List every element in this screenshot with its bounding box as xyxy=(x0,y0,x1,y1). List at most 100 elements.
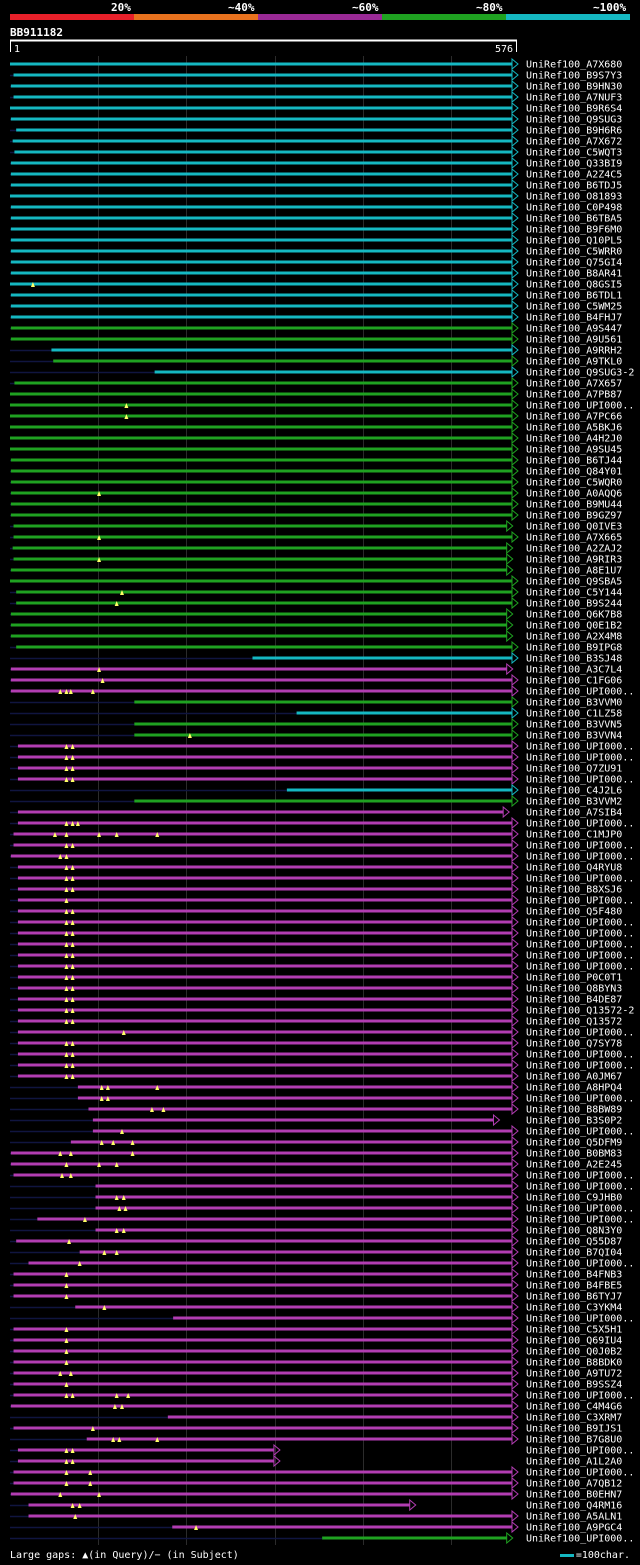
hit-label[interactable]: UniRef100_UPI000.. xyxy=(526,1391,634,1402)
hit-label[interactable]: UniRef100_B9HN30 xyxy=(526,82,622,93)
hit-row[interactable]: UniRef100_B3SJ48 xyxy=(10,651,622,665)
hit-label[interactable]: UniRef100_B9R6S4 xyxy=(526,104,622,115)
hit-label[interactable]: UniRef100_UPI000.. xyxy=(526,962,634,973)
hit-row[interactable]: UniRef100_Q6K7B8 xyxy=(10,607,622,621)
hit-row[interactable]: UniRef100_B3S0P2 xyxy=(10,1113,622,1127)
hit-label[interactable]: UniRef100_B6TDJ5 xyxy=(526,181,622,192)
hit-label[interactable]: UniRef100_Q4RM16 xyxy=(526,1501,622,1512)
hit-label[interactable]: UniRef100_B4FNB3 xyxy=(526,1270,622,1281)
hit-label[interactable]: UniRef100_A7SIB4 xyxy=(526,808,622,819)
hit-row[interactable]: UniRef100_C0P498 xyxy=(10,200,622,214)
hit-label[interactable]: UniRef100_Q0J0B2 xyxy=(526,1347,622,1358)
hit-label[interactable]: UniRef100_Q75GI4 xyxy=(526,258,622,269)
hit-row[interactable]: UniRef100_B3VVM2 xyxy=(10,794,622,808)
hit-row[interactable]: UniRef100_C5WM25 xyxy=(10,299,622,313)
hit-row[interactable]: UniRef100_Q10PL5 xyxy=(10,233,622,247)
hit-label[interactable]: UniRef100_UPI000.. xyxy=(526,401,634,412)
hit-row[interactable]: UniRef100_A9SU45 xyxy=(10,442,622,456)
hit-label[interactable]: UniRef100_Q8GSI5 xyxy=(526,280,622,291)
hit-row[interactable]: UniRef100_Q9SUG3-2 xyxy=(10,365,634,379)
hit-row[interactable]: UniRef100_C9JHB0 xyxy=(10,1190,622,1204)
hit-label[interactable]: UniRef100_B0BM83 xyxy=(526,1149,622,1160)
hit-label[interactable]: UniRef100_A2E245 xyxy=(526,1160,622,1171)
hit-row[interactable]: UniRef100_A1L2A0 xyxy=(10,1454,622,1468)
hit-label[interactable]: UniRef100_UPI000.. xyxy=(526,852,634,863)
hit-row[interactable]: UniRef100_UPI000.. xyxy=(10,959,634,973)
hit-label[interactable]: UniRef100_UPI000.. xyxy=(526,742,634,753)
hit-row[interactable]: UniRef100_Q8BYN3 xyxy=(10,981,622,995)
hit-row[interactable]: UniRef100_Q0IVE3 xyxy=(10,519,622,533)
hit-row[interactable]: UniRef100_Q69IU4 xyxy=(10,1333,622,1347)
hit-row[interactable]: UniRef100_Q9SBA5 xyxy=(10,574,622,588)
hit-label[interactable]: UniRef100_Q33BI9 xyxy=(526,159,622,170)
hit-row[interactable]: UniRef100_UPI000.. xyxy=(10,948,634,962)
hit-label[interactable]: UniRef100_B6TJ44 xyxy=(526,456,622,467)
hit-row[interactable]: UniRef100_UPI000.. xyxy=(10,772,634,786)
hit-row[interactable]: UniRef100_A7X672 xyxy=(10,134,622,148)
hit-label[interactable]: UniRef100_Q9SUG3-2 xyxy=(526,368,634,379)
hit-label[interactable]: UniRef100_B3VVN4 xyxy=(526,731,622,742)
hit-label[interactable]: UniRef100_P0C0T1 xyxy=(526,973,622,984)
hit-row[interactable]: UniRef100_B9IPG8 xyxy=(10,640,622,654)
hit-row[interactable]: UniRef100_A4H2J0 xyxy=(10,431,622,445)
hit-label[interactable]: UniRef100_B9F6M0 xyxy=(526,225,622,236)
hit-label[interactable]: UniRef100_UPI000.. xyxy=(526,1259,634,1270)
hit-row[interactable]: UniRef100_B9HN30 xyxy=(10,79,622,93)
hit-row[interactable]: UniRef100_Q4RM16 xyxy=(10,1498,622,1512)
hit-row[interactable]: UniRef100_A7X657 xyxy=(10,376,622,390)
hit-row[interactable]: UniRef100_A9TKL0 xyxy=(10,354,622,368)
hit-label[interactable]: UniRef100_A9SU45 xyxy=(526,445,622,456)
hit-label[interactable]: UniRef100_B9MU44 xyxy=(526,500,622,511)
hit-row[interactable]: UniRef100_B9IJS1 xyxy=(10,1421,622,1435)
hit-row[interactable]: UniRef100_C1MJP0 xyxy=(10,827,622,841)
hit-row[interactable]: UniRef100_B9S7Y3 xyxy=(10,68,622,82)
hit-label[interactable]: UniRef100_UPI000.. xyxy=(526,753,634,764)
hit-label[interactable]: UniRef100_Q13572 xyxy=(526,1017,622,1028)
hit-label[interactable]: UniRef100_C9JHB0 xyxy=(526,1193,622,1204)
hit-row[interactable]: UniRef100_B9MU44 xyxy=(10,497,622,511)
hit-label[interactable]: UniRef100_A5BKJ6 xyxy=(526,423,622,434)
hit-label[interactable]: UniRef100_B0EHN7 xyxy=(526,1490,622,1501)
hit-row[interactable]: UniRef100_C5WRR0 xyxy=(10,244,622,258)
hit-label[interactable]: UniRef100_B9S7Y3 xyxy=(526,71,622,82)
hit-row[interactable]: UniRef100_A7PC66 xyxy=(10,409,622,423)
hit-label[interactable]: UniRef100_UPI000.. xyxy=(526,1050,634,1061)
hit-label[interactable]: UniRef100_A7X672 xyxy=(526,137,622,148)
hit-label[interactable]: UniRef100_B8XSJ6 xyxy=(526,885,622,896)
hit-label[interactable]: UniRef100_A9RIR3 xyxy=(526,555,622,566)
hit-label[interactable]: UniRef100_Q0IVE3 xyxy=(526,522,622,533)
hit-row[interactable]: UniRef100_A9TU72 xyxy=(10,1366,622,1380)
hit-row[interactable]: UniRef100_UPI000.. xyxy=(10,1124,634,1138)
hit-label[interactable]: UniRef100_C5WM25 xyxy=(526,302,622,313)
hit-label[interactable]: UniRef100_UPI000.. xyxy=(526,687,634,698)
hit-row[interactable]: UniRef100_UPI000.. xyxy=(10,1256,634,1270)
hit-row[interactable]: UniRef100_UPI000.. xyxy=(10,1091,634,1105)
hit-row[interactable]: UniRef100_Q7ZU91 xyxy=(10,761,622,775)
hit-row[interactable]: UniRef100_Q0E1B2 xyxy=(10,618,622,632)
hit-label[interactable]: UniRef100_B8BW89 xyxy=(526,1105,622,1116)
hit-label[interactable]: UniRef100_UPI000.. xyxy=(526,874,634,885)
hit-row[interactable]: UniRef100_A3C7L4 xyxy=(10,662,622,676)
hit-row[interactable]: UniRef100_A9S447 xyxy=(10,321,622,335)
hit-row[interactable]: UniRef100_A2Z4C5 xyxy=(10,167,622,181)
hit-row[interactable]: UniRef100_Q7SY78 xyxy=(10,1036,622,1050)
hit-row[interactable]: UniRef100_B4FBE5 xyxy=(10,1278,622,1292)
hit-row[interactable]: UniRef100_A7PB87 xyxy=(10,387,622,401)
hit-label[interactable]: UniRef100_B9IPG8 xyxy=(526,643,622,654)
hit-row[interactable]: UniRef100_C3XRM7 xyxy=(10,1410,622,1424)
hit-row[interactable]: UniRef100_B7QI04 xyxy=(10,1245,622,1259)
hit-label[interactable]: UniRef100_A7PB87 xyxy=(526,390,622,401)
hit-label[interactable]: UniRef100_UPI000.. xyxy=(526,1314,634,1325)
hit-row[interactable]: UniRef100_UPI000.. xyxy=(10,1311,634,1325)
hit-label[interactable]: UniRef100_C1FG06 xyxy=(526,676,622,687)
hit-row[interactable]: UniRef100_Q5F480 xyxy=(10,904,622,918)
hit-label[interactable]: UniRef100_Q5DFM9 xyxy=(526,1138,622,1149)
hit-row[interactable]: UniRef100_UPI000.. xyxy=(10,915,634,929)
hit-row[interactable]: UniRef100_A5BKJ6 xyxy=(10,420,622,434)
hit-row[interactable]: UniRef100_C4M4G6 xyxy=(10,1399,622,1413)
hit-row[interactable]: UniRef100_Q13572-2 xyxy=(10,1003,634,1017)
hit-row[interactable]: UniRef100_UPI000.. xyxy=(10,1443,634,1457)
hit-row[interactable]: UniRef100_B3VVN5 xyxy=(10,717,622,731)
hit-row[interactable]: UniRef100_B3VVN4 xyxy=(10,728,622,742)
hit-label[interactable]: UniRef100_Q13572-2 xyxy=(526,1006,634,1017)
